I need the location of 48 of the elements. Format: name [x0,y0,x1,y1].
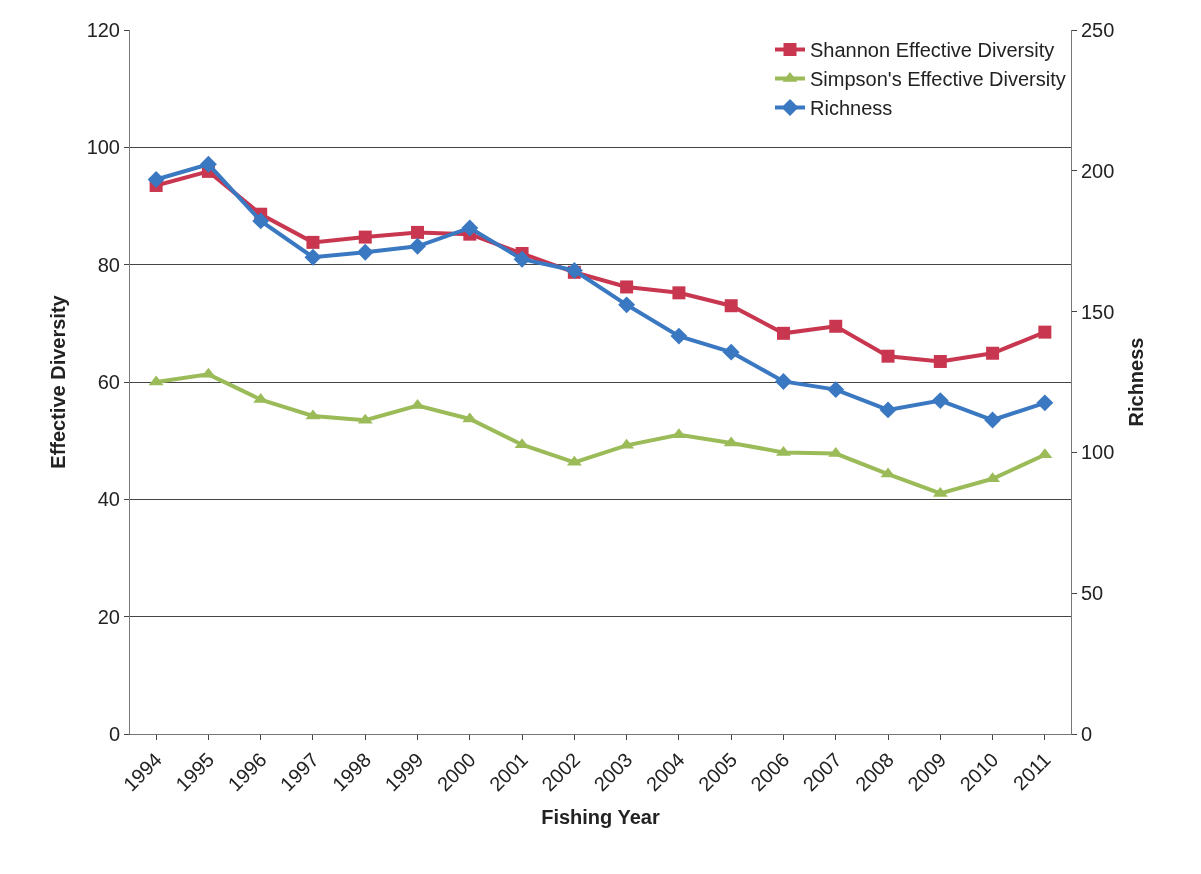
point [306,235,320,249]
x-axis-title: Fishing Year [541,805,660,828]
y2-tick-label: 150 [1081,300,1115,323]
y-tick-label: 20 [97,605,120,628]
y2-tick-label: 250 [1081,19,1115,41]
point [513,250,531,268]
point [620,280,634,294]
y-axis-title: Effective Diversity [47,294,70,469]
point [199,155,217,173]
point [618,296,636,314]
point [147,171,165,188]
point [409,237,426,255]
point [776,326,790,340]
y2-tick-label: 200 [1081,159,1115,182]
legend-label: Simpson's Effective Diversity [810,68,1066,91]
y2-tick-label: 100 [1081,441,1115,464]
y-tick-label: 80 [97,253,120,276]
point [931,392,949,410]
y-tick-label: 0 [108,723,120,745]
point [775,372,792,390]
y2-tick-label: 50 [1081,582,1104,605]
point [356,243,374,261]
y-tick-label: 120 [86,19,120,41]
point [672,286,686,300]
point [252,212,270,230]
point [304,248,322,266]
y-tick-label: 100 [86,136,120,159]
point [722,343,740,361]
point [411,225,425,239]
point [879,401,897,419]
y-tick-label: 40 [97,488,120,511]
point [829,319,843,333]
point [984,411,1002,429]
legend-label: Richness [810,97,893,120]
point [1038,325,1052,339]
y-tick-label: 60 [97,371,120,393]
point [881,349,895,363]
point [461,219,479,237]
point [358,230,372,244]
point [933,354,947,368]
point [986,346,1000,360]
point [670,327,688,345]
y2-axis-title: Richness [1124,337,1147,427]
y2-tick-label: 0 [1081,723,1093,745]
point [827,381,845,399]
point [724,299,738,313]
legend-label: Shannon Effective Diversity [810,39,1055,62]
point [1036,394,1054,412]
